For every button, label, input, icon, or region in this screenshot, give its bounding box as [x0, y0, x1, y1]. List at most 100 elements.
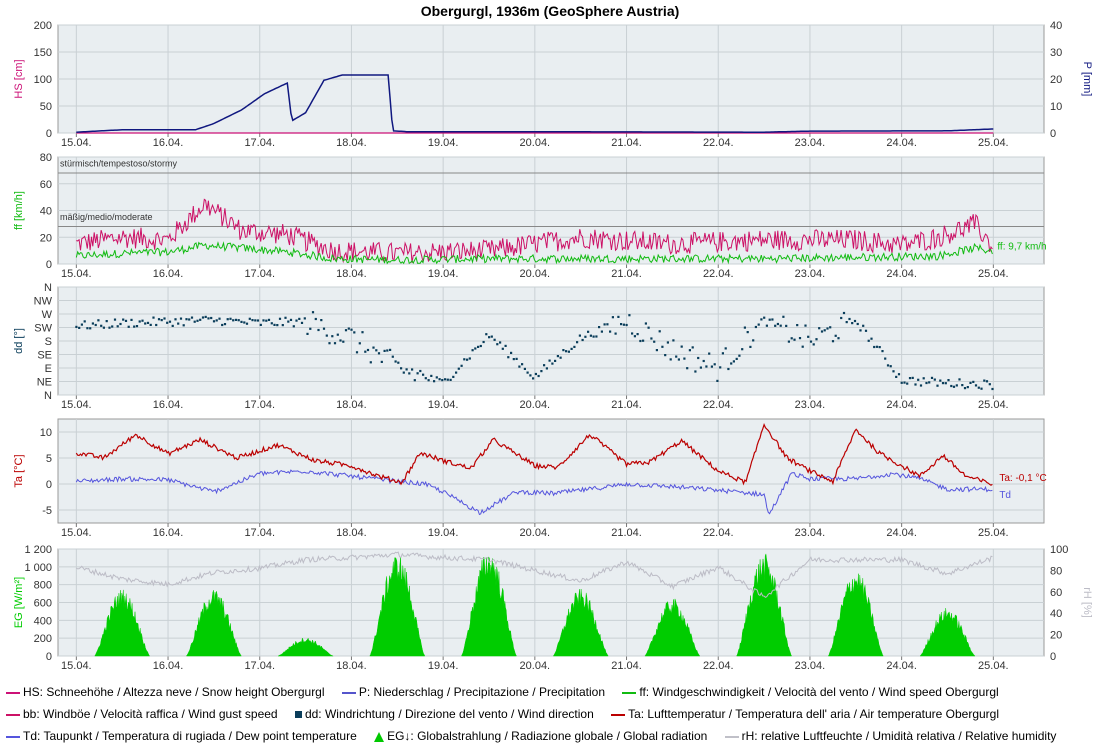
y-axis-label-wind: ff [km/h] — [13, 191, 25, 230]
dir-point — [576, 341, 579, 344]
x-tick-label-wind: 22.04. — [703, 268, 734, 280]
dir-point — [966, 386, 969, 389]
y-tick-label-wind: 20 — [40, 232, 52, 244]
plot-area-temp — [57, 418, 1045, 524]
dir-point — [889, 365, 892, 368]
dir-point — [768, 318, 771, 321]
dir-point — [556, 355, 559, 358]
temp-current-label: Ta: -0,1 °C — [999, 473, 1046, 484]
dir-point — [276, 324, 279, 327]
dir-point — [534, 372, 537, 376]
dir-point — [336, 333, 339, 336]
radiation-area — [919, 608, 976, 657]
dir-point — [256, 319, 260, 322]
dir-point — [496, 343, 499, 346]
legend-item-precip[interactable]: P: Niederschlag / Precipitazione / Preci… — [336, 685, 605, 699]
legend-item-temp[interactable]: Ta: Lufttemperatur / Temperatura dell' a… — [605, 707, 999, 721]
dir-point — [223, 323, 227, 326]
dir-point — [559, 356, 562, 359]
dir-point — [677, 358, 680, 361]
dir-point — [851, 322, 854, 325]
legend-item-rad[interactable]: EG↓: Globalstrahlung / Radiazione global… — [368, 729, 707, 743]
dir-point — [614, 332, 617, 335]
dir-point — [455, 371, 458, 374]
dir-point — [581, 338, 584, 342]
legend-item-dir[interactable]: dd: Windrichtung / Direzione del vento /… — [289, 707, 594, 721]
dir-point — [721, 352, 724, 355]
dir-point — [958, 378, 961, 381]
legend-item-snow[interactable]: HS: Schneehöhe / Altezza neve / Snow hei… — [0, 685, 325, 699]
dir-point — [862, 324, 865, 327]
dir-point — [878, 346, 881, 349]
dir-point — [991, 387, 994, 391]
dir-point — [488, 336, 491, 339]
legend-item-wind[interactable]: ff: Windgeschwindigkeit / Velocità del v… — [616, 685, 999, 699]
dir-point — [267, 318, 271, 321]
legend-row-3: Td: Taupunkt / Temperatura di rugiada / … — [0, 728, 1064, 746]
x-tick-label-snow: 17.04. — [244, 137, 275, 149]
dir-point — [639, 339, 642, 343]
legend-item-gust[interactable]: bb: Windböe / Velocità raffica / Wind gu… — [0, 707, 278, 721]
x-tick-label-snow: 21.04. — [611, 137, 642, 149]
y-tick-label-dir: W — [42, 309, 53, 321]
x-tick-label-rad: 17.04. — [244, 660, 275, 672]
dir-point — [600, 330, 603, 333]
dir-point — [952, 385, 956, 388]
dir-point — [355, 351, 359, 354]
x-tick-label-wind: 24.04. — [886, 268, 917, 280]
dir-point — [295, 319, 298, 322]
dir-point — [686, 367, 689, 370]
y-tick-label-dir: SE — [37, 350, 52, 362]
legend-item-dew[interactable]: Td: Taupunkt / Temperatura di rugiada / … — [0, 729, 357, 743]
dir-point — [119, 322, 122, 326]
dir-point — [108, 326, 111, 329]
dir-point — [829, 326, 832, 329]
dir-point — [212, 320, 216, 323]
x-tick-label-temp: 21.04. — [611, 527, 642, 539]
y-tick-label-dir: E — [45, 363, 52, 375]
radiation-area — [369, 557, 426, 657]
dir-point — [589, 334, 592, 337]
dir-point — [512, 358, 515, 361]
legend-dir-label: dd: Windrichtung / Direzione del vento /… — [304, 706, 594, 721]
legend-rh-swatch — [724, 735, 739, 738]
dir-point — [892, 370, 895, 373]
dir-point — [113, 318, 117, 321]
y2-tick-label-rad: 80 — [1050, 565, 1062, 577]
legend-rad-swatch — [374, 731, 385, 742]
dir-point — [303, 317, 306, 320]
dir-point — [422, 373, 425, 376]
dir-point — [116, 325, 119, 328]
y-tick-label-rad: 200 — [34, 633, 52, 645]
dir-point — [669, 358, 672, 361]
dir-point — [620, 323, 623, 326]
y-tick-label-temp: 0 — [46, 479, 52, 491]
dir-point — [408, 372, 411, 375]
dir-point — [146, 321, 150, 324]
dir-point — [262, 319, 265, 322]
y2-tick-label-rad: 20 — [1050, 630, 1062, 642]
x-tick-label-dir: 16.04. — [153, 399, 184, 411]
dir-point — [529, 374, 532, 377]
x-tick-label-snow: 22.04. — [703, 137, 734, 149]
y-tick-label-rad: 0 — [46, 651, 52, 663]
legend-item-rh[interactable]: rH: relative Luftfeuchte / Umidità relat… — [719, 729, 1056, 743]
dir-point — [831, 340, 835, 343]
dir-point — [856, 322, 859, 326]
dir-point — [543, 364, 546, 367]
dir-point — [606, 323, 609, 326]
dir-point — [361, 331, 364, 334]
x-tick-label-wind: 17.04. — [244, 268, 275, 280]
legend-row-1: HS: Schneehöhe / Altezza neve / Snow hei… — [0, 684, 1007, 702]
dir-point — [314, 317, 317, 321]
dir-point — [278, 317, 282, 320]
dew-current-label: Td — [999, 490, 1011, 501]
dir-point — [724, 347, 727, 350]
dir-point — [309, 327, 312, 330]
dir-point — [141, 319, 144, 322]
y-tick-label-dir: S — [45, 336, 52, 348]
dir-point — [609, 330, 612, 333]
dir-point — [471, 349, 474, 352]
dir-point — [210, 316, 213, 320]
dir-point — [479, 344, 482, 348]
